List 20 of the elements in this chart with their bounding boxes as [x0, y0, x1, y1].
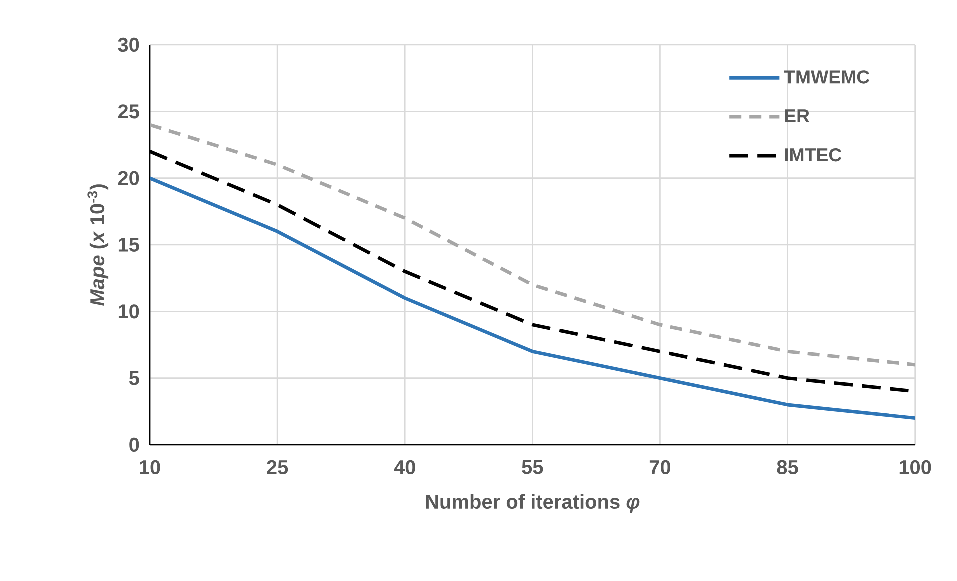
- x-tick-label: 55: [522, 460, 544, 474]
- y-tick-label: 30: [118, 38, 140, 52]
- y-tick-label: 5: [129, 371, 140, 386]
- line-series: [150, 123, 916, 367]
- legend-label: ER: [785, 110, 810, 122]
- x-tick-label: 10: [140, 460, 160, 475]
- x-tick-label: 40: [394, 460, 416, 475]
- y-tick-label: 25: [118, 104, 140, 119]
- x-tick-label: 70: [650, 460, 671, 475]
- y-tick-label: 0: [130, 438, 140, 452]
- x-tick-label: 25: [267, 460, 288, 475]
- x-tick-label: 85: [777, 460, 798, 475]
- y-tick-label: 15: [118, 238, 140, 252]
- y-tick-label: 10: [118, 304, 140, 319]
- legend-label: TMWEMC: [784, 70, 870, 84]
- y-tick-label: 20: [118, 171, 140, 186]
- x-axis-title: Number of iterations φ: [426, 494, 640, 513]
- line-series: [150, 176, 916, 420]
- x-tick-label: 100: [900, 460, 932, 475]
- legend-label: IMTEC: [785, 148, 842, 162]
